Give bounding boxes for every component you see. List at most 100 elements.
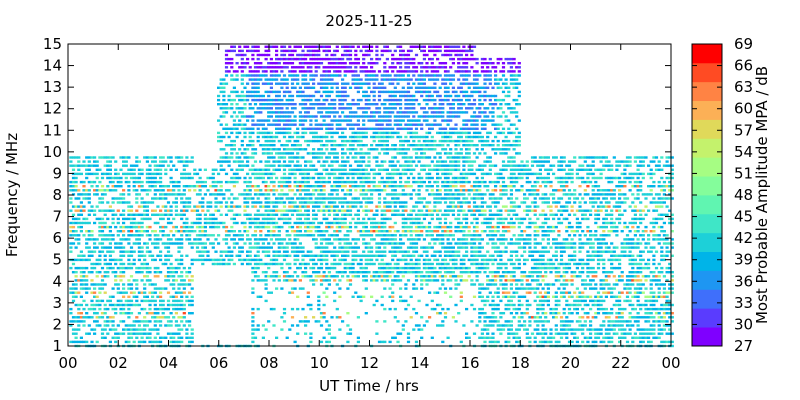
data-point: [377, 262, 382, 266]
data-point: [177, 262, 181, 266]
data-point: [309, 119, 313, 122]
data-point: [377, 201, 382, 204]
data-point: [380, 225, 384, 229]
data-point: [364, 74, 368, 77]
data-point: [214, 168, 218, 171]
data-point: [119, 156, 123, 159]
data-point: [341, 90, 345, 94]
data-point: [108, 164, 112, 167]
data-point: [391, 189, 395, 192]
data-point: [232, 234, 236, 237]
data-point: [301, 307, 305, 311]
data-point: [406, 168, 411, 171]
data-point: [159, 295, 163, 298]
data-point: [275, 98, 279, 102]
data-point: [280, 78, 284, 81]
data-point: [169, 324, 173, 327]
data-point: [404, 135, 408, 139]
data-point: [319, 230, 324, 233]
data-point: [106, 217, 110, 221]
data-point: [396, 172, 400, 176]
data-point: [370, 62, 374, 65]
data-point: [306, 152, 310, 155]
data-point: [414, 250, 419, 253]
data-point: [388, 250, 392, 253]
data-point: [235, 234, 239, 237]
data-point: [372, 303, 376, 307]
data-point: [151, 316, 155, 319]
data-point: [354, 180, 358, 184]
data-point: [362, 90, 366, 94]
data-point: [296, 307, 300, 311]
data-point: [240, 111, 244, 114]
data-point: [335, 119, 339, 122]
data-point: [116, 266, 120, 270]
data-point: [354, 205, 358, 208]
data-point: [151, 340, 155, 344]
data-point: [406, 78, 411, 81]
data-point: [383, 209, 387, 212]
data-point: [272, 172, 276, 176]
data-point: [174, 299, 178, 303]
data-point: [367, 53, 371, 57]
data-point: [290, 201, 295, 204]
data-point: [267, 262, 271, 266]
data-point: [95, 205, 99, 208]
data-point: [383, 266, 387, 270]
data-point: [343, 185, 347, 188]
data-point: [380, 53, 384, 57]
data-point: [356, 78, 360, 81]
data-point: [69, 340, 73, 344]
data-point: [312, 127, 316, 130]
data-point: [404, 164, 408, 167]
data-point: [380, 234, 384, 237]
data-point: [348, 172, 353, 176]
data-point: [414, 213, 419, 216]
data-point: [417, 115, 421, 118]
data-point: [362, 119, 366, 122]
data-point: [356, 103, 360, 106]
data-point: [304, 98, 308, 102]
data-point: [269, 144, 273, 147]
data-point: [335, 74, 339, 77]
data-point: [290, 144, 295, 147]
data-point: [275, 115, 279, 118]
data-point: [296, 135, 300, 139]
data-point: [333, 172, 337, 176]
data-point: [119, 193, 123, 196]
data-point: [169, 242, 173, 245]
data-point: [385, 123, 389, 126]
data-point: [356, 82, 360, 85]
data-point: [354, 86, 358, 89]
data-point: [140, 230, 144, 233]
data-point: [277, 156, 281, 159]
data-point: [222, 86, 226, 89]
data-point: [214, 205, 218, 208]
data-point: [348, 180, 353, 184]
data-point: [335, 82, 339, 85]
data-point: [383, 66, 387, 69]
data-point: [285, 111, 289, 114]
data-point: [161, 299, 165, 303]
data-point: [100, 312, 105, 315]
data-point: [298, 86, 302, 89]
data-point: [333, 152, 337, 155]
data-point: [161, 160, 165, 163]
data-point: [301, 127, 305, 130]
data-point: [111, 266, 115, 270]
data-point: [312, 103, 316, 106]
data-point: [190, 185, 194, 188]
data-point: [438, 254, 442, 257]
data-point: [422, 111, 426, 114]
data-point: [282, 156, 287, 159]
data-point: [108, 205, 112, 208]
data-point: [230, 139, 234, 143]
data-point: [364, 82, 368, 85]
data-point: [198, 168, 202, 171]
data-point: [317, 160, 321, 163]
data-point: [256, 328, 260, 331]
data-point: [367, 156, 371, 159]
data-point: [103, 221, 107, 225]
data-point: [301, 103, 305, 106]
data-point: [401, 275, 405, 278]
